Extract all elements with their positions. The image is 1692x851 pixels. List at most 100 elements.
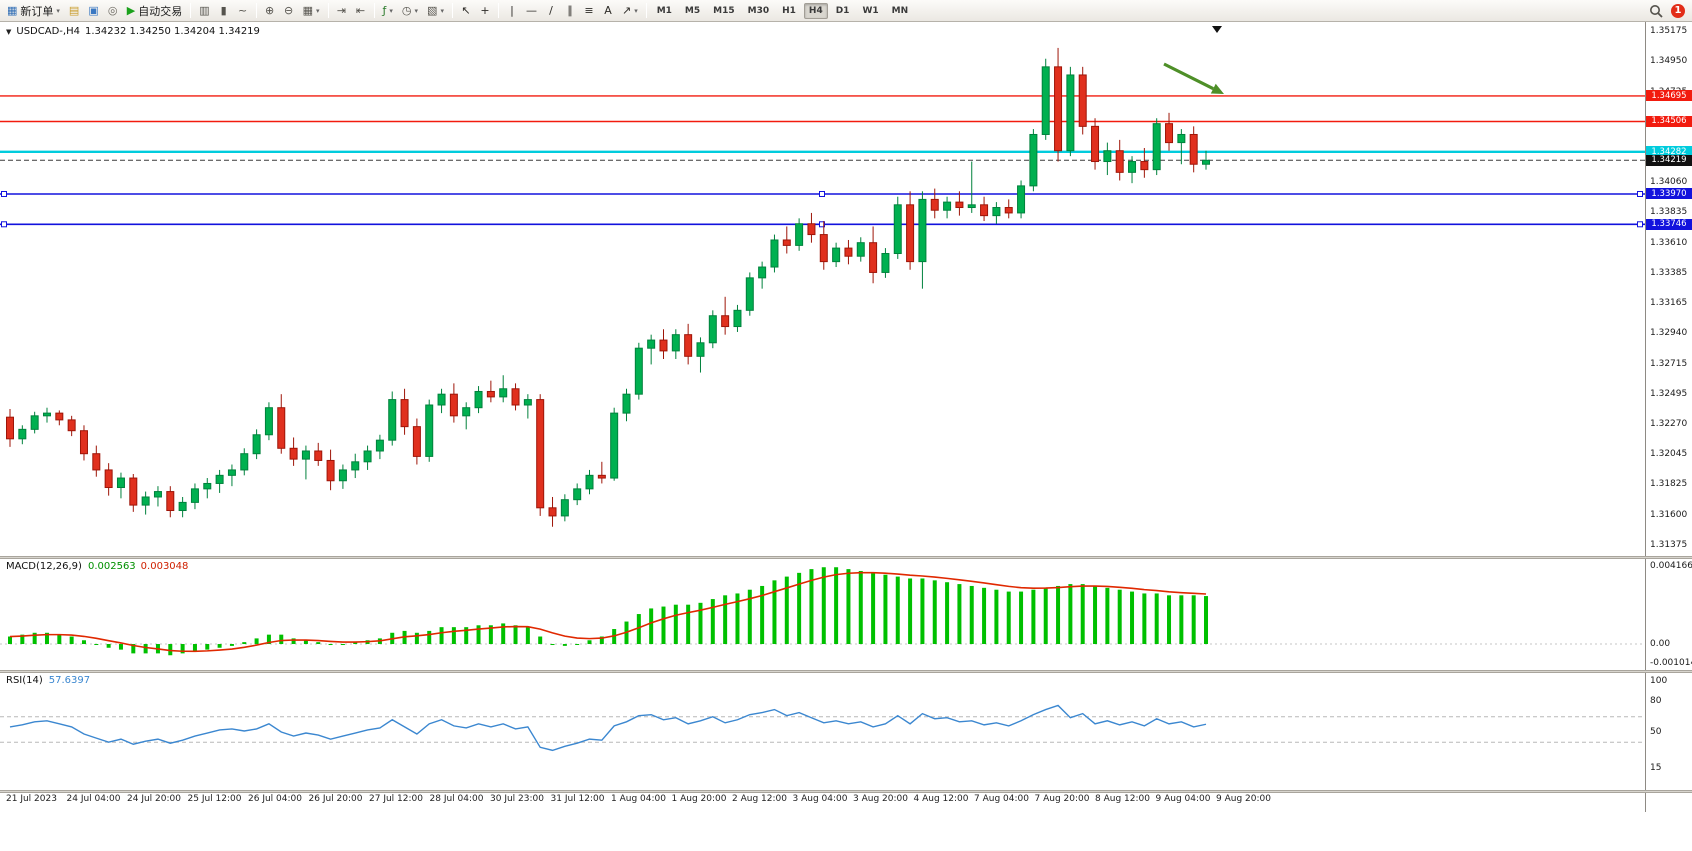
- text-button[interactable]: A: [599, 2, 617, 20]
- crosshair-icon: +: [480, 4, 490, 17]
- price-axis-tick[interactable]: 1.34950: [1650, 56, 1688, 67]
- price-axis-tick[interactable]: 1.31375: [1650, 540, 1688, 550]
- toolbar-right-group: 1: [1649, 3, 1689, 18]
- terminal-button[interactable]: ◎: [104, 2, 122, 20]
- collapse-triangle-icon[interactable]: ▼: [6, 27, 12, 36]
- price-axis-tick[interactable]: 1.34060: [1650, 176, 1688, 187]
- zoom-out-icon: ⊖: [284, 4, 294, 17]
- tile-windows-button[interactable]: ▦ ▾: [299, 2, 324, 20]
- time-axis-label[interactable]: 26 Jul 20:00: [308, 794, 363, 804]
- time-axis-label[interactable]: 24 Jul 04:00: [66, 794, 121, 804]
- time-axis-label[interactable]: 27 Jul 12:00: [369, 794, 423, 804]
- rsi-axis-tick[interactable]: 50: [1650, 727, 1662, 737]
- symbol-ohlc-label: ▼ USDCAD-,H4 1.34232 1.34250 1.34204 1.3…: [6, 26, 260, 37]
- time-axis-label[interactable]: 2 Aug 12:00: [732, 794, 787, 804]
- timeframe-m1-button[interactable]: M1: [656, 5, 672, 16]
- price-axis-tick[interactable]: 1.32495: [1650, 388, 1688, 399]
- indicators-button[interactable]: ƒ ▾: [379, 2, 397, 20]
- arrows-button[interactable]: ↗ ▾: [618, 2, 642, 20]
- macd-axis-tick[interactable]: 0.00: [1650, 639, 1671, 649]
- price-level-label-1.33746[interactable]: 1.33746: [1646, 218, 1692, 230]
- time-axis-label[interactable]: 31 Jul 12:00: [550, 794, 605, 804]
- time-axis-label[interactable]: 9 Aug 20:00: [1216, 794, 1271, 804]
- price-level-label-1.34219[interactable]: 1.34219: [1646, 154, 1692, 166]
- auto-scroll-button[interactable]: ⇥: [333, 2, 351, 20]
- tile-windows-icon: ▦: [302, 4, 314, 17]
- price-axis-tick[interactable]: 1.32045: [1650, 449, 1688, 460]
- rsi-axis-tick[interactable]: 15: [1650, 762, 1662, 773]
- time-axis-label[interactable]: 26 Jul 04:00: [248, 794, 302, 804]
- rsi-indicator-canvas[interactable]: [0, 673, 1646, 790]
- timeframe-h4-button[interactable]: H4: [803, 2, 828, 19]
- vertical-line-button[interactable]: |: [503, 2, 521, 20]
- price-axis-tick[interactable]: 1.32270: [1650, 418, 1688, 429]
- horizontal-line-button[interactable]: —: [522, 2, 541, 20]
- price-axis-tick[interactable]: 1.32940: [1650, 328, 1688, 339]
- new-order-button[interactable]: ▦ 新订单 ▾: [3, 2, 64, 20]
- time-axis-label[interactable]: 25 Jul 12:00: [187, 794, 242, 804]
- time-axis-label[interactable]: 3 Aug 20:00: [853, 794, 908, 804]
- timeframe-w1-button[interactable]: W1: [862, 5, 879, 16]
- time-axis-label[interactable]: 7 Aug 04:00: [974, 794, 1029, 804]
- price-axis-tick[interactable]: 1.35175: [1650, 26, 1688, 36]
- time-axis-label[interactable]: 24 Jul 20:00: [127, 794, 181, 804]
- time-axis-label[interactable]: 1 Aug 20:00: [671, 794, 727, 804]
- time-axis-label[interactable]: 9 Aug 04:00: [1155, 794, 1211, 804]
- fibonacci-button[interactable]: ≡: [580, 2, 598, 20]
- price-level-label-1.34282[interactable]: 1.34282: [1646, 146, 1692, 158]
- macd-signal-value: 0.003048: [140, 561, 189, 572]
- rsi-axis-tick[interactable]: 80: [1650, 696, 1662, 707]
- line-chart-button[interactable]: ~: [234, 2, 252, 20]
- cursor-button[interactable]: ↖: [457, 2, 475, 20]
- time-axis-label[interactable]: 28 Jul 04:00: [429, 794, 484, 804]
- timeframe-m30-button[interactable]: M30: [747, 5, 770, 16]
- price-axis-tick[interactable]: 1.33835: [1650, 207, 1688, 218]
- macd-axis-tick[interactable]: -0.001014: [1650, 658, 1692, 668]
- price-axis-tick[interactable]: 1.33385: [1650, 268, 1688, 279]
- chart-shift-button[interactable]: ⇤: [352, 2, 370, 20]
- price-level-label-1.34506[interactable]: 1.34506: [1646, 115, 1692, 127]
- timeframe-mn-button[interactable]: MN: [891, 5, 909, 16]
- time-axis-label[interactable]: 7 Aug 20:00: [1034, 794, 1090, 804]
- rsi-axis-tick[interactable]: 100: [1650, 676, 1668, 686]
- templates-button[interactable]: ▧ ▾: [423, 2, 448, 20]
- price-axis-tick[interactable]: 1.31825: [1650, 479, 1688, 490]
- time-axis-label[interactable]: 1 Aug 04:00: [611, 794, 666, 804]
- main-chart-canvas[interactable]: [0, 22, 1646, 556]
- navigator-button[interactable]: ▣: [84, 2, 102, 20]
- time-axis-label[interactable]: 8 Aug 12:00: [1095, 794, 1150, 804]
- price-level-label-1.34695[interactable]: 1.34695: [1646, 90, 1692, 102]
- price-axis-tick[interactable]: 1.32715: [1650, 358, 1688, 369]
- channel-button[interactable]: ∥: [561, 2, 579, 20]
- market-watch-button[interactable]: ▤: [65, 2, 83, 20]
- autotrading-button[interactable]: ▶ 自动交易: [123, 2, 186, 20]
- macd-panel-resize-handle[interactable]: [0, 556, 1692, 559]
- zoom-in-button[interactable]: ⊕: [261, 2, 279, 20]
- timeframe-m5-button[interactable]: M5: [684, 5, 701, 16]
- arrows-icon: ↗: [621, 4, 632, 17]
- bar-chart-button[interactable]: ▥: [195, 2, 213, 20]
- macd-indicator-canvas[interactable]: [0, 559, 1646, 670]
- timeframe-d1-button[interactable]: D1: [835, 5, 850, 16]
- price-axis-tick[interactable]: 1.31600: [1650, 509, 1688, 520]
- macd-axis-tick[interactable]: 0.004166: [1650, 561, 1692, 571]
- trendline-button[interactable]: /: [542, 2, 560, 20]
- price-level-label-1.33970[interactable]: 1.33970: [1646, 188, 1692, 200]
- time-axis-label[interactable]: 30 Jul 23:00: [490, 794, 544, 804]
- crosshair-button[interactable]: +: [476, 2, 494, 20]
- time-axis-label[interactable]: 3 Aug 04:00: [792, 794, 848, 804]
- time-axis-label[interactable]: 4 Aug 12:00: [913, 794, 969, 804]
- notification-badge[interactable]: 1: [1671, 3, 1685, 18]
- periods-button[interactable]: ◷ ▾: [398, 2, 422, 20]
- timeframe-h1-button[interactable]: H1: [782, 5, 796, 16]
- price-axis-tick[interactable]: 1.33610: [1650, 237, 1688, 248]
- arrows-dropdown-icon: ▾: [634, 6, 638, 15]
- price-axis-tick[interactable]: 1.33165: [1650, 297, 1688, 308]
- zoom-out-button[interactable]: ⊖: [280, 2, 298, 20]
- candlestick-chart-button[interactable]: ▮: [215, 2, 233, 20]
- price-axis-separator: [1645, 22, 1646, 812]
- timeframe-m15-button[interactable]: M15: [713, 5, 735, 16]
- search-icon[interactable]: [1649, 4, 1663, 18]
- time-axis-label[interactable]: 21 Jul 2023: [6, 794, 57, 804]
- rsi-panel-resize-handle[interactable]: [0, 670, 1692, 673]
